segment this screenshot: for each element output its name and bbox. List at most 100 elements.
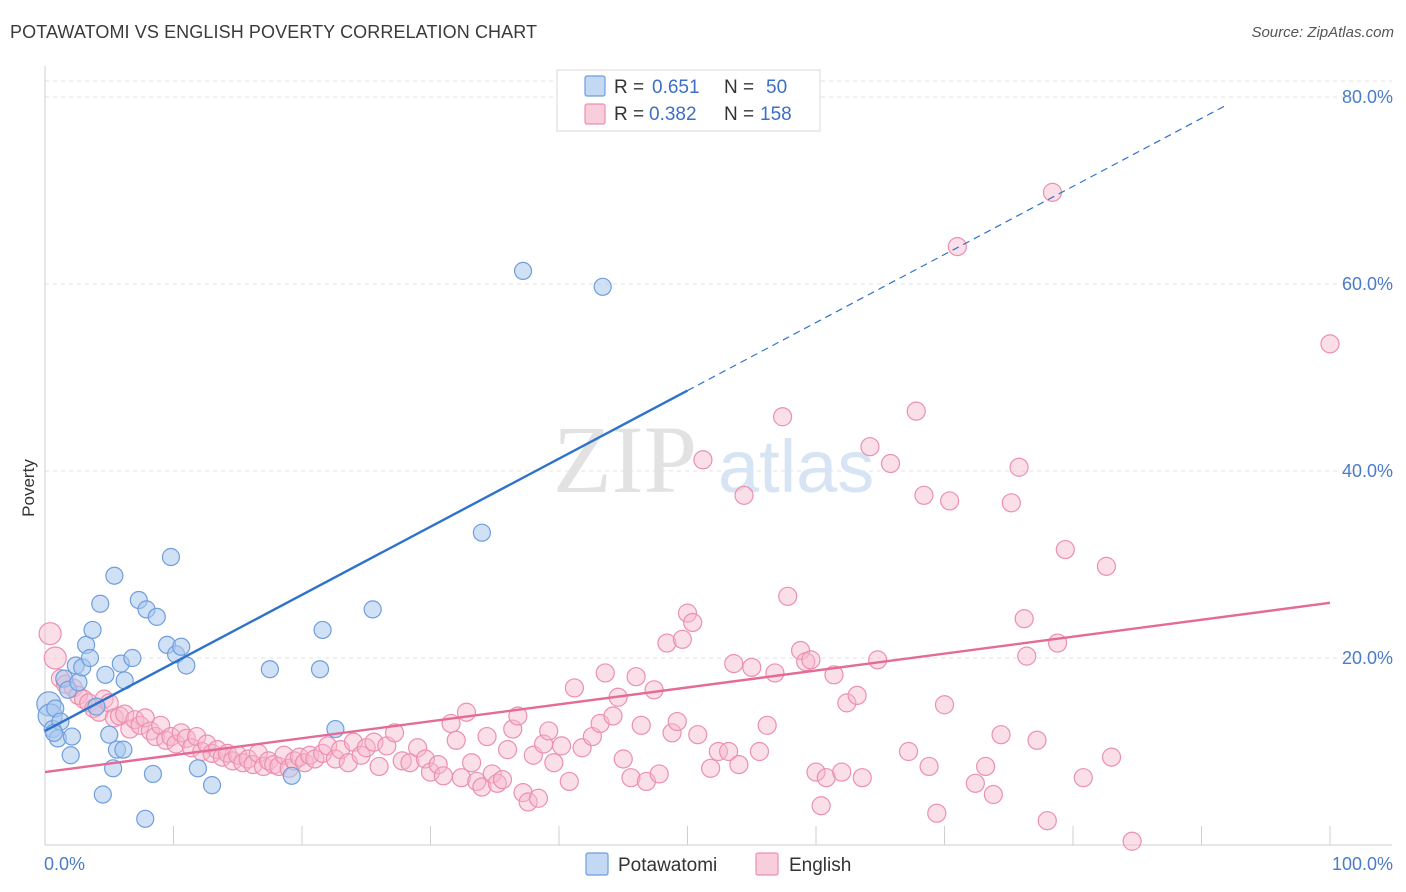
legend-n-label-2: N = xyxy=(724,104,754,125)
english-point xyxy=(120,719,140,739)
english-point xyxy=(811,796,831,816)
english-point xyxy=(847,685,867,706)
legend-n-label-1: N = xyxy=(724,77,754,98)
x-tick-label-max: 100.0% xyxy=(1332,854,1393,874)
english-point xyxy=(749,741,770,762)
potawatomi-point xyxy=(172,637,191,656)
watermark-atlas: atlas xyxy=(718,425,874,508)
stats-legend: R = 0.651 N = 50 R = 0.382 N = 158 xyxy=(556,69,821,132)
potawatomi-point xyxy=(313,620,332,640)
potawatomi-point xyxy=(83,620,102,640)
series-label-potawatomi: Potawatomi xyxy=(618,855,717,876)
english-point xyxy=(667,711,687,732)
english-point xyxy=(1042,182,1063,202)
english-point xyxy=(603,706,623,726)
english-point xyxy=(688,725,708,745)
english-point xyxy=(940,491,960,511)
english-point xyxy=(462,753,482,773)
english-point xyxy=(238,749,258,769)
english-point xyxy=(832,762,852,782)
english-point xyxy=(477,726,497,747)
english-point xyxy=(772,407,793,427)
legend-n-value-2: 158 xyxy=(760,104,792,125)
english-point xyxy=(677,603,698,623)
watermark-zip: ZIP xyxy=(553,406,697,513)
potawatomi-point xyxy=(91,594,110,613)
english-point xyxy=(482,764,502,784)
english-point xyxy=(140,721,160,741)
potawatomi-point xyxy=(147,607,166,626)
english-point xyxy=(446,730,466,750)
x-tick-label-min: 0.0% xyxy=(44,854,85,874)
english-point xyxy=(595,663,615,683)
english-point xyxy=(498,740,518,760)
english-point xyxy=(708,741,728,762)
y-tick-label: 80.0% xyxy=(1342,87,1393,107)
english-point xyxy=(742,657,762,677)
english-point xyxy=(392,751,412,771)
potawatomi-point xyxy=(61,746,80,765)
english-point xyxy=(518,792,538,812)
potawatomi-point xyxy=(282,766,301,785)
english-point xyxy=(860,437,880,457)
english-point xyxy=(364,732,384,752)
english-point xyxy=(613,749,633,769)
potawatomi-point xyxy=(188,759,208,778)
potawatomi-point xyxy=(472,523,491,542)
english-point xyxy=(657,633,677,653)
english-point xyxy=(824,665,844,685)
potawatomi-point xyxy=(93,785,112,804)
potawatomi-point xyxy=(105,566,124,585)
potawatomi-point xyxy=(62,727,82,746)
english-point xyxy=(1122,831,1142,851)
english-point xyxy=(528,788,549,808)
english-point xyxy=(765,663,785,683)
legend-r-label-1: R = xyxy=(614,77,644,98)
english-point xyxy=(1096,556,1117,576)
potawatomi-point xyxy=(123,648,142,668)
english-point xyxy=(662,723,682,743)
y-tick-label: 20.0% xyxy=(1342,648,1393,668)
series-swatch-potawatomi xyxy=(585,852,609,876)
legend-swatch-english xyxy=(584,103,606,125)
english-point xyxy=(115,704,135,724)
potawatomi-point xyxy=(363,600,382,619)
potawatomi-point xyxy=(114,740,133,759)
series-legend: Potawatomi English xyxy=(585,852,851,876)
english-point xyxy=(868,650,888,670)
english-point xyxy=(551,736,572,756)
english-point xyxy=(898,741,919,762)
english-point xyxy=(472,777,492,797)
potawatomi-point xyxy=(80,648,100,668)
english-point xyxy=(906,401,926,421)
y-tick-labels: 80.0% 60.0% 40.0% 20.0% xyxy=(1342,87,1393,668)
y-tick-label: 40.0% xyxy=(1342,461,1393,481)
trend-lines xyxy=(44,104,1331,774)
english-point xyxy=(384,723,405,743)
potawatomi-point xyxy=(310,660,330,679)
english-point xyxy=(1017,646,1037,666)
potawatomi-point xyxy=(202,776,222,795)
english-point xyxy=(539,721,559,741)
potawatomi-point xyxy=(513,261,533,281)
english-point xyxy=(693,450,713,470)
english-point xyxy=(369,756,389,777)
series-label-english: English xyxy=(789,855,851,876)
english-point xyxy=(965,773,985,793)
english-point xyxy=(947,237,967,257)
english-point xyxy=(801,650,821,670)
series-swatch-english xyxy=(755,852,779,876)
english-point xyxy=(729,754,749,775)
english-point xyxy=(487,773,507,793)
legend-swatch-potawatomi xyxy=(584,75,606,97)
english-point xyxy=(880,453,901,474)
potawatomi-point xyxy=(593,277,612,296)
english-point xyxy=(1001,493,1021,513)
english-point xyxy=(914,485,934,505)
english-trend-line xyxy=(44,601,1331,774)
english-point xyxy=(38,622,62,646)
english-point xyxy=(1027,730,1047,750)
english-point xyxy=(934,695,955,715)
english-point xyxy=(919,756,939,777)
